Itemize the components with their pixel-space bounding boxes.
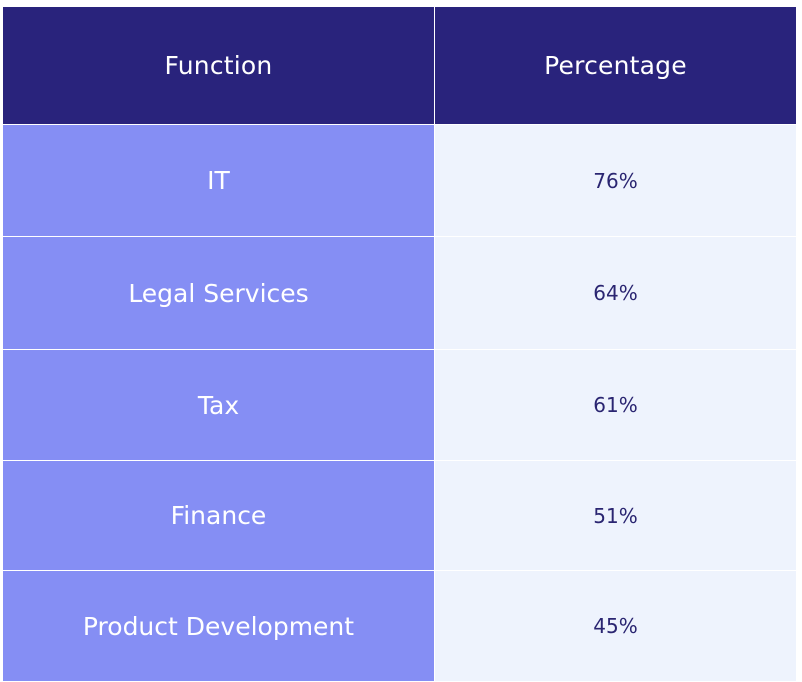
row-5-function: Product Development [3,571,434,681]
header-function: Function [3,7,434,124]
header-percentage: Percentage [435,7,796,124]
row-4-percentage: 51% [435,461,796,570]
row-3-percentage: 61% [435,350,796,460]
data-table: Function Percentage IT 76% Legal Service… [3,7,796,681]
row-4-function: Finance [3,461,434,570]
row-1-function: IT [3,125,434,236]
row-1-percentage: 76% [435,125,796,236]
row-2-percentage: 64% [435,237,796,349]
row-2-function: Legal Services [3,237,434,349]
row-3-function: Tax [3,350,434,460]
row-5-percentage: 45% [435,571,796,681]
